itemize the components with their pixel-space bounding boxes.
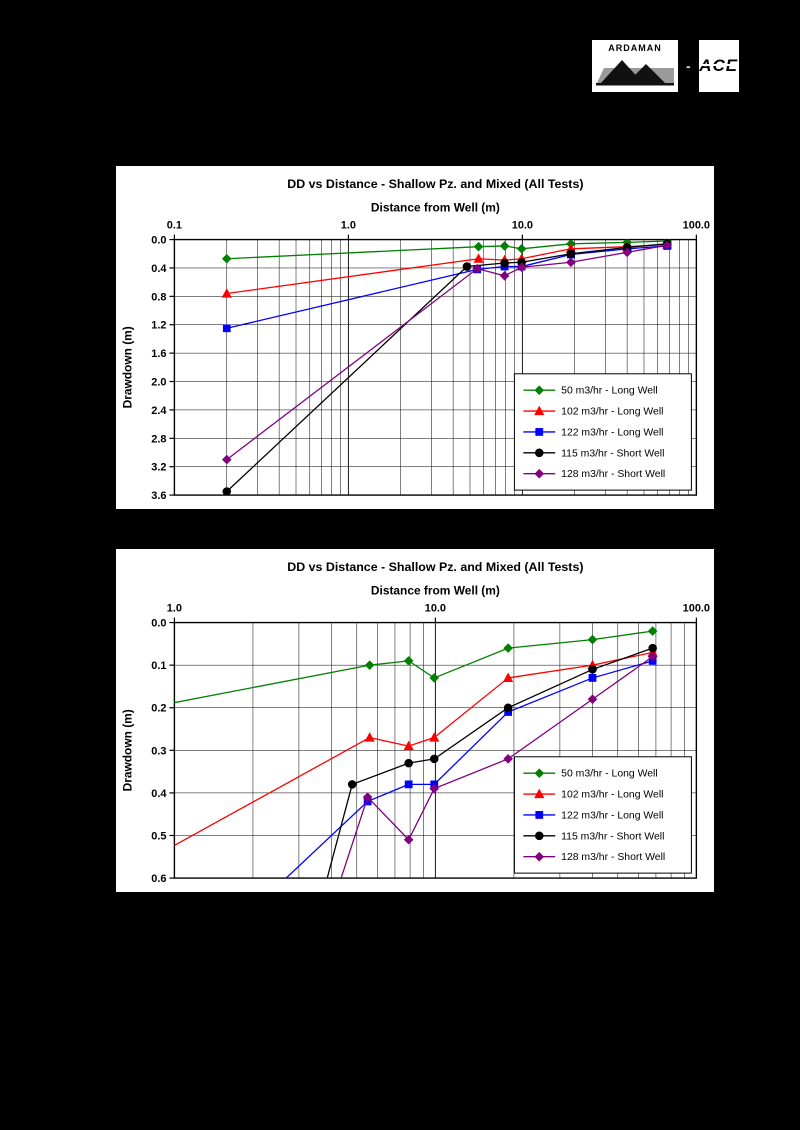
y-tick-label: 0.2 bbox=[151, 703, 166, 715]
y-tick-label: 1.6 bbox=[151, 348, 166, 360]
drawdown-chart-zoomed: DD vs Distance - Shallow Pz. and Mixed (… bbox=[115, 548, 715, 893]
y-tick-label: 2.0 bbox=[151, 376, 166, 388]
drawdown-chart-full-range-svg: DD vs Distance - Shallow Pz. and Mixed (… bbox=[121, 177, 710, 502]
x-axis-title: Distance from Well (m) bbox=[371, 201, 500, 215]
legend-label: 50 m3/hr - Long Well bbox=[561, 769, 658, 780]
chart-title: DD vs Distance - Shallow Pz. and Mixed (… bbox=[287, 560, 583, 574]
legend-label: 50 m3/hr - Long Well bbox=[561, 386, 658, 397]
y-tick-label: 0.5 bbox=[151, 830, 166, 842]
x-tick-label: 10.0 bbox=[512, 220, 533, 232]
legend-label: 102 m3/hr - Long Well bbox=[561, 790, 663, 801]
ardaman-logo: ARDAMAN bbox=[590, 38, 680, 94]
series-50-m3-hr-long-well bbox=[174, 626, 658, 704]
y-axis-title: Drawdown (m) bbox=[121, 326, 135, 408]
ace-stripe-decoration bbox=[700, 71, 737, 73]
y-tick-label: 2.4 bbox=[151, 405, 167, 417]
legend-label: 128 m3/hr - Short Well bbox=[561, 852, 665, 863]
series-128-m3-hr-short-well bbox=[340, 651, 658, 879]
y-tick-label: 0.0 bbox=[151, 618, 166, 630]
legend-label: 122 m3/hr - Long Well bbox=[561, 810, 663, 821]
y-tick-label: 3.2 bbox=[151, 462, 166, 474]
series-115-m3-hr-short-well bbox=[222, 239, 672, 496]
ace-logo: ACE bbox=[696, 38, 741, 94]
y-tick-label: 0.4 bbox=[151, 263, 167, 275]
x-tick-label: 0.1 bbox=[167, 220, 182, 232]
legend-label: 115 m3/hr - Short Well bbox=[561, 448, 664, 459]
x-tick-label: 10.0 bbox=[425, 603, 446, 615]
legend: 50 m3/hr - Long Well 102 m3/hr - Long Wel… bbox=[513, 756, 692, 874]
ardaman-logo-text: ARDAMAN bbox=[608, 43, 662, 53]
ace-stripe-decoration bbox=[700, 64, 737, 66]
y-tick-label: 0.1 bbox=[151, 660, 166, 672]
x-axis-title: Distance from Well (m) bbox=[371, 584, 500, 598]
plot-frame bbox=[173, 238, 698, 496]
legend-label: 102 m3/hr - Long Well bbox=[561, 407, 663, 418]
series-115-m3-hr-short-well bbox=[326, 643, 657, 879]
y-axis-title: Drawdown (m) bbox=[121, 709, 135, 791]
legend-label: 115 m3/hr - Short Well bbox=[561, 831, 664, 842]
y-tick-label: 0.8 bbox=[151, 291, 166, 303]
y-tick-label: 0.0 bbox=[151, 235, 166, 247]
company-logo: ARDAMAN - ACE bbox=[590, 38, 741, 94]
y-tick-label: 3.6 bbox=[151, 490, 166, 502]
x-tick-label: 1.0 bbox=[167, 603, 182, 615]
x-tick-label: 100.0 bbox=[683, 603, 710, 615]
drawdown-chart-full-range: DD vs Distance - Shallow Pz. and Mixed (… bbox=[115, 165, 715, 510]
logo-separator: - bbox=[686, 58, 691, 74]
y-tick-label: 0.6 bbox=[151, 873, 166, 885]
x-tick-label: 100.0 bbox=[683, 220, 710, 232]
series-128-m3-hr-short-well bbox=[221, 240, 673, 465]
y-tick-label: 2.8 bbox=[151, 433, 166, 445]
y-tick-label: 0.3 bbox=[151, 745, 166, 757]
x-tick-label: 1.0 bbox=[341, 220, 356, 232]
legend-label: 128 m3/hr - Short Well bbox=[561, 469, 665, 480]
drawdown-chart-zoomed-svg: DD vs Distance - Shallow Pz. and Mixed (… bbox=[121, 560, 710, 885]
chart-title: DD vs Distance - Shallow Pz. and Mixed (… bbox=[287, 177, 583, 191]
y-tick-label: 0.4 bbox=[151, 788, 167, 800]
ardaman-mountain-icon bbox=[596, 60, 674, 86]
ace-logo-text: ACE bbox=[699, 56, 738, 76]
y-tick-label: 1.2 bbox=[151, 320, 166, 332]
legend-label: 122 m3/hr - Long Well bbox=[561, 427, 663, 438]
legend: 50 m3/hr - Long Well 102 m3/hr - Long Wel… bbox=[513, 373, 692, 491]
